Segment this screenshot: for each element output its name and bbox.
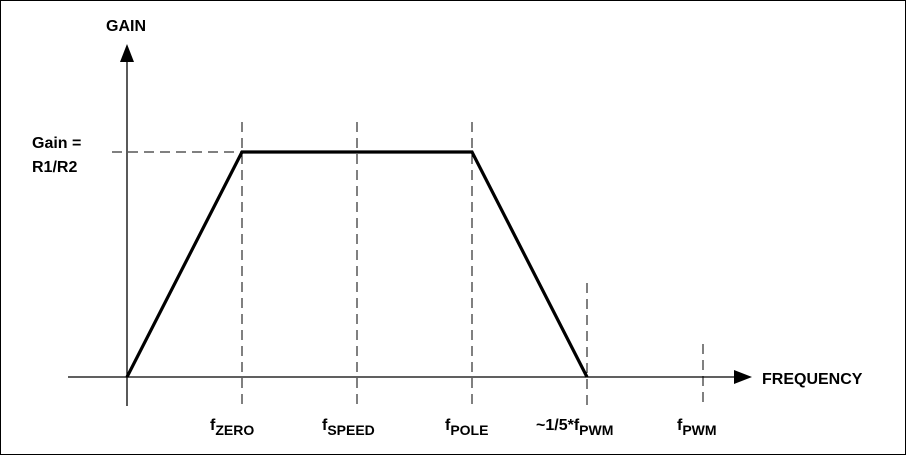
axes: [68, 62, 738, 406]
gain-label-line2: R1/R2: [32, 159, 77, 176]
y-axis-arrowhead: [120, 44, 134, 62]
marker-fpwm: fPWM: [677, 417, 717, 438]
gain-label-line1: Gain =: [32, 135, 81, 152]
marker-fzero: fZERO: [210, 417, 254, 438]
x-axis-arrowhead: [734, 370, 752, 384]
marker-fspeed: fSPEED: [322, 417, 375, 438]
dashed-guides: [112, 122, 704, 406]
y-axis-label: GAIN: [106, 18, 146, 35]
x-axis-label: FREQUENCY: [762, 371, 863, 388]
gain-response-curve: [125, 150, 589, 378]
marker-fifth-fpwm: ~1/5*fPWM: [536, 417, 613, 438]
marker-fpole: fPOLE: [445, 417, 488, 438]
